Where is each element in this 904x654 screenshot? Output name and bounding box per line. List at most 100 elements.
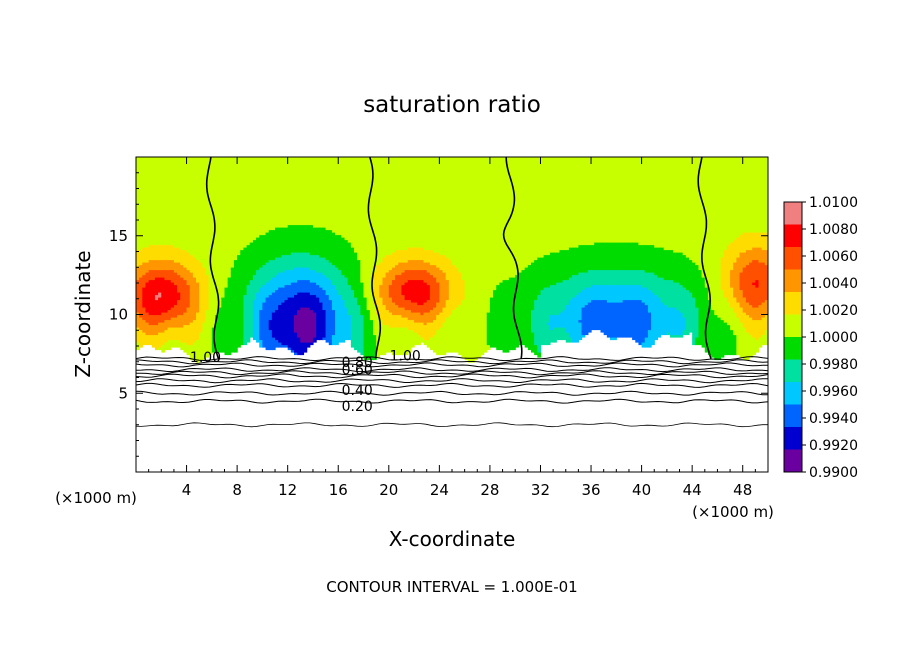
field-cell [262, 302, 267, 306]
field-cell [331, 224, 336, 228]
field-cell [136, 294, 140, 298]
field-cell [243, 337, 248, 341]
field-cell [290, 327, 295, 331]
field-cell [183, 337, 188, 341]
field-cell [252, 329, 257, 333]
field-cell [205, 227, 210, 231]
field-cell [170, 289, 175, 293]
field-cell [294, 199, 298, 203]
field-cell [262, 159, 267, 163]
field-cell [262, 209, 267, 213]
field-cell [199, 334, 203, 338]
field-cell [249, 159, 254, 163]
field-cell [256, 292, 260, 296]
field-cell [167, 309, 172, 313]
field-cell [306, 244, 311, 248]
field-cell [325, 274, 330, 278]
field-cell [192, 247, 197, 251]
field-cell [158, 182, 162, 186]
field-cell [265, 202, 270, 206]
field-cell [215, 304, 219, 308]
field-cell [252, 299, 257, 303]
field-cell [227, 297, 232, 301]
field-cell [233, 282, 238, 286]
field-cell [205, 232, 210, 236]
field-cell [338, 247, 342, 251]
field-cell [328, 287, 333, 291]
field-cell [290, 322, 295, 326]
field-cell [303, 322, 308, 326]
field-cell [230, 197, 235, 201]
field-cell [180, 279, 184, 283]
field-cell [312, 244, 317, 248]
field-cell [170, 239, 175, 243]
field-cell [199, 214, 203, 218]
field-cell [221, 167, 226, 171]
field-cell [192, 184, 197, 188]
field-cell [173, 172, 178, 176]
field-cell [271, 219, 276, 223]
field-cell [136, 194, 140, 198]
field-cell [196, 319, 200, 323]
field-cell [246, 212, 251, 216]
field-cell [271, 209, 276, 213]
field-cell [196, 342, 200, 346]
field-cell [139, 194, 143, 198]
field-cell [208, 207, 213, 211]
field-cell [297, 209, 301, 213]
field-cell [265, 217, 270, 221]
field-cell [208, 277, 213, 281]
field-cell [331, 287, 336, 291]
field-cell [275, 207, 279, 211]
field-cell [243, 252, 248, 256]
field-cell [186, 319, 191, 323]
field-cell [246, 254, 251, 258]
field-cell [240, 232, 245, 236]
field-cell [161, 337, 166, 341]
field-cell [259, 259, 263, 263]
field-cell [154, 199, 159, 203]
field-cell [161, 222, 166, 226]
field-cell [328, 204, 333, 208]
field-cell [256, 214, 260, 218]
field-cell [338, 282, 342, 286]
field-cell [294, 237, 298, 241]
field-cell [252, 274, 257, 278]
field-cell [240, 272, 245, 276]
field-cell [139, 257, 143, 261]
field-cell [297, 317, 301, 321]
field-cell [328, 242, 333, 246]
field-cell [180, 249, 184, 253]
field-cell [211, 167, 216, 171]
field-cell [192, 307, 197, 311]
field-cell [284, 159, 289, 163]
field-cell [227, 242, 232, 246]
field-cell [316, 262, 320, 266]
field-cell [322, 229, 327, 233]
field-cell [218, 199, 222, 203]
field-cell [300, 197, 305, 201]
field-cell [173, 297, 178, 301]
field-cell [173, 264, 178, 268]
field-cell [173, 217, 178, 221]
field-cell [287, 314, 292, 318]
field-cell [322, 287, 327, 291]
field-cell [290, 217, 295, 221]
field-cell [271, 212, 276, 216]
field-cell [284, 212, 289, 216]
field-cell [249, 157, 254, 161]
field-cell [297, 287, 301, 291]
field-cell [306, 197, 311, 201]
field-cell [300, 157, 305, 161]
field-cell [328, 267, 333, 271]
field-cell [268, 337, 273, 341]
field-cell [300, 327, 305, 331]
field-cell [224, 244, 229, 248]
field-cell [331, 212, 336, 216]
field-cell [259, 224, 263, 228]
field-cell [215, 209, 219, 213]
field-cell [268, 242, 273, 246]
field-cell [312, 234, 317, 238]
field-cell [136, 207, 140, 211]
field-cell [338, 184, 342, 188]
